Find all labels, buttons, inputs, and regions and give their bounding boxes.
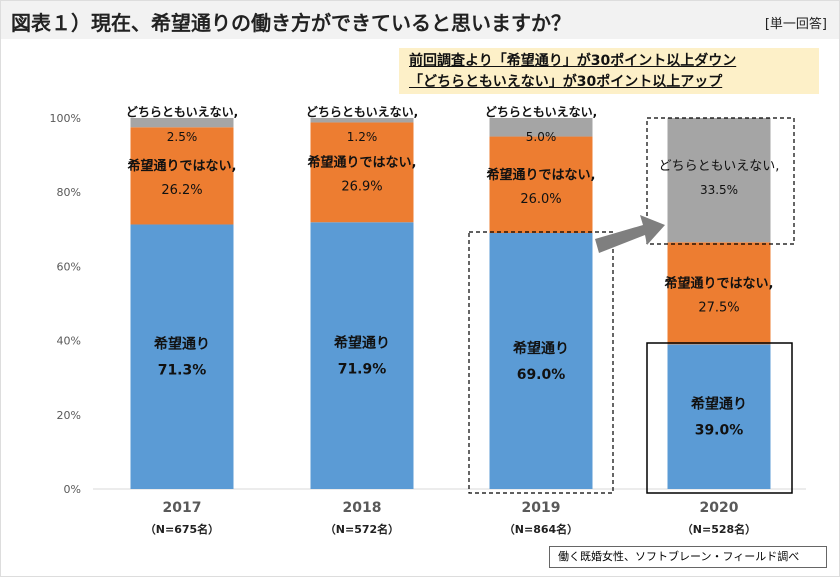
data-label: 39.0% (695, 423, 744, 439)
bar-segment (310, 122, 414, 223)
highlight-box-2019 (468, 231, 614, 494)
data-label: 71.3% (158, 363, 207, 379)
data-label: 26.2% (161, 183, 202, 198)
x-tick-label: 2020 (700, 500, 739, 516)
series-label: どちらともいえない, (485, 105, 597, 119)
bar-segment (667, 242, 771, 345)
series-label: 希望通りではない, (665, 275, 774, 291)
bar-segment (130, 224, 234, 490)
x-tick-label: 2017 (163, 500, 202, 516)
bar-segment (489, 118, 593, 137)
x-tick-label: 2019 (522, 500, 561, 516)
y-tick-label: 60% (57, 260, 81, 273)
series-label: 希望通り (691, 396, 747, 413)
sample-size-label: （N=675名） (145, 522, 219, 536)
data-label: 26.0% (520, 192, 561, 207)
data-label: 26.9% (341, 179, 382, 194)
highlight-note: 前回調査より「希望通り」が30ポイント以上ダウン 「どちらともいえない」が30ポ… (399, 48, 819, 94)
data-label: 2.5% (167, 130, 198, 144)
bar-segment (130, 118, 234, 128)
sample-size-label: （N=528名） (682, 522, 756, 536)
y-tick-label: 20% (57, 409, 81, 422)
arrow-icon (595, 215, 665, 253)
note-line-1: 前回調査より「希望通り」が30ポイント以上ダウン (409, 53, 737, 69)
sample-size-label: （N=572名） (325, 522, 399, 536)
highlight-box-2020-neutral (646, 117, 795, 245)
series-label: 希望通り (513, 340, 569, 357)
source-note: 働く既婚女性、ソフトブレーン・フィールド調べ (549, 546, 827, 568)
y-tick-label: 80% (57, 186, 81, 199)
bar-segment (667, 344, 771, 489)
x-tick-label: 2018 (343, 500, 382, 516)
series-label: 希望通り (154, 336, 210, 353)
series-label: どちらともいえない, (659, 159, 780, 174)
sample-size-label: （N=864名） (504, 522, 578, 536)
series-label: 希望通り (334, 335, 390, 352)
y-tick-label: 100% (50, 112, 81, 125)
answer-type: [単一回答] (764, 17, 827, 32)
highlight-box-2020-desired (646, 342, 793, 494)
bar-segment (310, 118, 414, 123)
bar-segment (667, 118, 771, 243)
series-label: 希望通りではない, (487, 167, 596, 183)
data-label: 27.5% (698, 300, 739, 315)
bar-segment (489, 233, 593, 489)
data-label: 69.0% (517, 367, 566, 383)
y-tick-label: 40% (57, 335, 81, 348)
bar-segment (310, 222, 414, 489)
series-label: 希望通りではない, (128, 158, 237, 174)
bar-segment (130, 127, 234, 225)
series-label: 希望通りではない, (308, 154, 417, 170)
data-label: 71.9% (338, 362, 387, 378)
chart-title: 図表１）現在、希望通りの働き方ができていると思いますか？ (11, 11, 571, 35)
series-label: どちらともいえない, (306, 105, 418, 119)
data-label: 33.5% (700, 183, 738, 197)
series-label: どちらともいえない, (126, 105, 238, 119)
title-bar: 図表１）現在、希望通りの働き方ができていると思いますか？ [単一回答] (1, 1, 839, 39)
data-label: 5.0% (526, 130, 557, 144)
note-line-2: 「どちらともいえない」が30ポイント以上アップ (409, 74, 723, 90)
y-tick-label: 0% (64, 483, 81, 496)
bar-segment (489, 136, 593, 234)
data-label: 1.2% (347, 130, 378, 144)
